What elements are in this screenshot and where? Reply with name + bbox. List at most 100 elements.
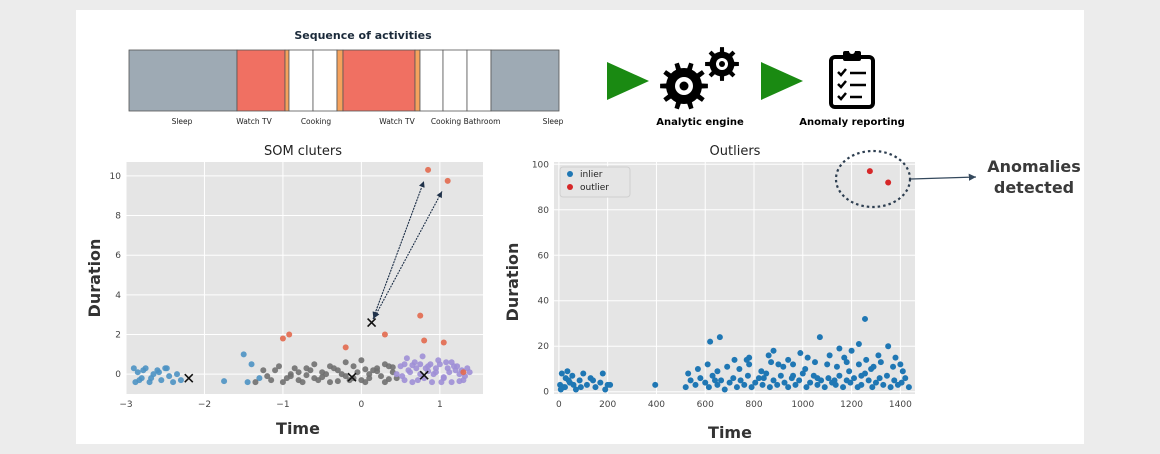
data-point — [799, 370, 806, 377]
x-tick-label: 0 — [556, 400, 562, 410]
data-point — [448, 379, 455, 386]
data-point — [733, 384, 740, 391]
data-point — [865, 377, 872, 384]
x-tick-label: 800 — [745, 400, 762, 410]
y-tick-label: 10 — [110, 172, 122, 182]
data-point — [766, 384, 773, 391]
data-point — [425, 166, 432, 173]
sequence-segment — [128, 49, 238, 112]
chart1-title: SOM cluters — [264, 144, 342, 159]
x-tick-label: 200 — [599, 400, 616, 410]
data-point — [843, 359, 850, 366]
anomaly-highlight-ellipse — [834, 149, 912, 209]
data-point — [140, 367, 147, 374]
data-point — [448, 359, 455, 366]
chart2-points — [557, 168, 912, 393]
data-point — [781, 379, 788, 386]
data-point — [592, 384, 599, 391]
legend-marker — [567, 171, 573, 177]
chart1-y-ticks: 0 2 4 6 8 10 — [110, 172, 122, 380]
chart2-legend: inlier outlier — [559, 166, 631, 198]
outliers-chart: Outliers 0 200 400 600 800 1000 1200 1400 0 20 40… — [503, 144, 915, 442]
data-point — [136, 377, 143, 384]
activity-label: Watch TV — [236, 117, 272, 126]
centroid-marker — [367, 318, 377, 328]
data-point — [435, 357, 442, 364]
engine-label: Analytic engine — [656, 117, 744, 128]
data-point — [307, 367, 314, 374]
data-point — [863, 356, 870, 363]
data-point — [876, 375, 883, 382]
data-point — [327, 379, 333, 386]
data-point — [565, 377, 572, 384]
play-arrow-icon — [607, 62, 649, 100]
data-point — [718, 377, 725, 384]
x-tick-label: 1000 — [791, 400, 814, 410]
data-point — [456, 378, 463, 385]
sequence-segment — [284, 49, 290, 112]
data-point — [697, 375, 704, 382]
activity-label: Watch TV — [379, 117, 415, 126]
data-point — [851, 375, 858, 382]
data-point — [652, 381, 659, 388]
data-point — [311, 361, 318, 368]
data-point — [432, 365, 439, 372]
data-point — [580, 370, 587, 377]
activity-label: Bathroom — [464, 117, 501, 126]
data-point — [174, 371, 180, 378]
data-point — [833, 363, 840, 370]
data-point — [240, 351, 247, 358]
data-point — [166, 373, 173, 380]
data-point — [760, 375, 767, 382]
data-point — [682, 384, 689, 391]
x-tick-label: 600 — [697, 400, 714, 410]
data-point — [777, 372, 784, 379]
data-point — [177, 377, 184, 384]
data-point — [755, 375, 762, 382]
data-point — [897, 361, 904, 368]
data-point — [429, 379, 435, 386]
data-point — [272, 367, 279, 374]
data-point — [407, 369, 414, 376]
sequence-segment — [490, 49, 560, 112]
data-point — [752, 379, 759, 386]
data-point — [334, 378, 341, 385]
data-point — [350, 363, 357, 370]
data-point — [726, 379, 733, 386]
annotation-line1: Anomalies — [987, 157, 1081, 176]
data-point — [385, 376, 392, 383]
sequence-segment — [442, 49, 468, 112]
data-point — [847, 379, 854, 386]
data-point — [295, 369, 302, 376]
x-tick-label: 1 — [437, 400, 443, 410]
distance-arrow — [372, 188, 422, 319]
data-point — [427, 361, 434, 368]
x-tick-label: −2 — [198, 400, 211, 410]
data-point — [877, 359, 884, 366]
activity-sequence: Sequence of activities Sleep Watch TV Cook… — [128, 29, 564, 126]
data-point — [832, 381, 839, 388]
chart2-x-ticks: 0 200 400 600 800 1000 1200 1400 — [556, 400, 912, 410]
data-point — [399, 373, 406, 380]
activity-label: Sleep — [543, 117, 564, 126]
data-point — [841, 354, 848, 361]
data-point — [768, 359, 775, 366]
centroid-marker — [184, 373, 194, 383]
data-point — [158, 377, 165, 384]
data-point — [590, 377, 597, 384]
data-point — [685, 370, 692, 377]
activity-label: Sleep — [172, 117, 193, 126]
data-point — [905, 384, 912, 391]
activity-label: Cooking — [301, 117, 332, 126]
data-point — [737, 377, 744, 384]
data-point — [286, 331, 293, 338]
data-point — [836, 345, 843, 352]
data-point — [687, 377, 694, 384]
data-point — [880, 381, 887, 388]
sequence-segment — [466, 49, 492, 112]
data-point — [572, 386, 579, 393]
data-point — [569, 372, 576, 379]
data-point — [694, 365, 701, 372]
legend-label: inlier — [580, 170, 603, 180]
activity-labels: Sleep Watch TV Cooking Watch TV Cooking Bathr… — [172, 117, 564, 126]
